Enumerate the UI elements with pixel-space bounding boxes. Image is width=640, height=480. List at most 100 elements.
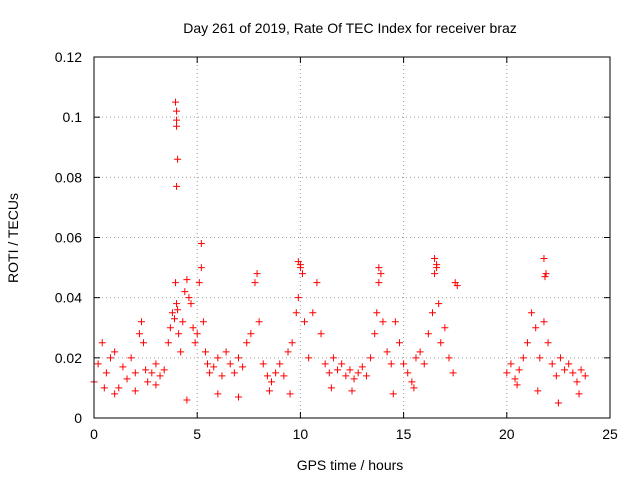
data-point — [542, 270, 550, 278]
data-point — [441, 324, 449, 332]
data-point — [98, 339, 106, 347]
data-point — [173, 300, 181, 308]
data-point — [536, 354, 544, 362]
y-tick-label: 0 — [74, 410, 82, 426]
data-point — [100, 384, 108, 392]
data-point — [519, 354, 527, 362]
data-point — [222, 348, 230, 356]
data-point — [255, 318, 263, 326]
data-point — [298, 270, 306, 278]
data-point — [174, 155, 182, 163]
data-point — [210, 363, 218, 371]
x-tick-label: 20 — [499, 426, 515, 442]
data-point — [431, 270, 439, 278]
data-point — [362, 372, 370, 380]
data-point — [309, 309, 317, 317]
data-point — [243, 339, 251, 347]
data-point — [581, 372, 589, 380]
data-point — [449, 369, 457, 377]
x-tick-label: 10 — [293, 426, 309, 442]
data-point — [115, 384, 123, 392]
data-point — [431, 255, 439, 263]
data-point — [294, 294, 302, 302]
data-point — [424, 330, 432, 338]
data-point — [197, 264, 205, 272]
data-point — [301, 318, 309, 326]
data-point — [111, 348, 119, 356]
data-point — [107, 354, 115, 362]
data-point — [528, 309, 536, 317]
data-point — [204, 360, 212, 368]
data-point — [172, 279, 180, 287]
data-point — [420, 360, 428, 368]
data-point — [94, 360, 102, 368]
data-point — [408, 378, 416, 386]
data-point — [102, 369, 110, 377]
data-point — [334, 366, 342, 374]
data-point — [410, 384, 418, 392]
data-point — [395, 339, 403, 347]
data-point — [284, 348, 292, 356]
data-point — [541, 273, 549, 281]
data-point — [342, 372, 350, 380]
data-point — [131, 369, 139, 377]
data-point — [226, 360, 234, 368]
y-tick-label: 0.04 — [55, 290, 82, 306]
data-point — [152, 360, 160, 368]
y-axis-label: ROTI / TECUs — [5, 193, 21, 283]
y-tick-label: 0.12 — [55, 49, 82, 65]
data-point — [119, 363, 127, 371]
y-tick-label: 0.08 — [55, 169, 82, 185]
data-point — [317, 330, 325, 338]
data-point — [404, 369, 412, 377]
data-point — [350, 375, 358, 383]
data-point — [135, 330, 143, 338]
data-point — [177, 348, 185, 356]
data-point — [181, 288, 189, 296]
data-point — [189, 324, 197, 332]
data-point — [346, 366, 354, 374]
data-point — [507, 360, 515, 368]
data-point — [168, 309, 176, 317]
data-point — [445, 354, 453, 362]
data-point — [325, 369, 333, 377]
data-point — [534, 387, 542, 395]
data-point — [556, 354, 564, 362]
data-point — [276, 360, 284, 368]
data-point — [187, 300, 195, 308]
data-point — [183, 396, 191, 404]
data-point — [280, 372, 288, 380]
data-point — [185, 294, 193, 302]
data-point — [383, 348, 391, 356]
data-point — [513, 381, 521, 389]
data-point — [197, 240, 205, 248]
data-point — [111, 390, 119, 398]
x-tick-label: 15 — [396, 426, 412, 442]
data-point — [540, 255, 548, 263]
data-point — [523, 339, 531, 347]
data-point — [174, 306, 182, 314]
y-tick-label: 0.1 — [63, 109, 83, 125]
data-point — [191, 339, 199, 347]
data-point — [144, 378, 152, 386]
data-point — [292, 309, 300, 317]
data-point — [183, 276, 191, 284]
data-point — [172, 98, 180, 106]
data-point — [123, 375, 131, 383]
data-point — [428, 309, 436, 317]
data-point — [400, 360, 408, 368]
x-axis-label: GPS time / hours — [297, 457, 404, 473]
data-point — [160, 366, 168, 374]
data-point — [577, 366, 585, 374]
x-tick-label: 25 — [602, 426, 618, 442]
data-point — [263, 372, 271, 380]
data-point — [313, 279, 321, 287]
data-point — [288, 339, 296, 347]
data-point — [251, 279, 259, 287]
data-point — [354, 369, 362, 377]
data-point — [358, 363, 366, 371]
data-point — [140, 339, 148, 347]
data-point — [379, 318, 387, 326]
data-point — [179, 318, 187, 326]
data-point — [286, 390, 294, 398]
